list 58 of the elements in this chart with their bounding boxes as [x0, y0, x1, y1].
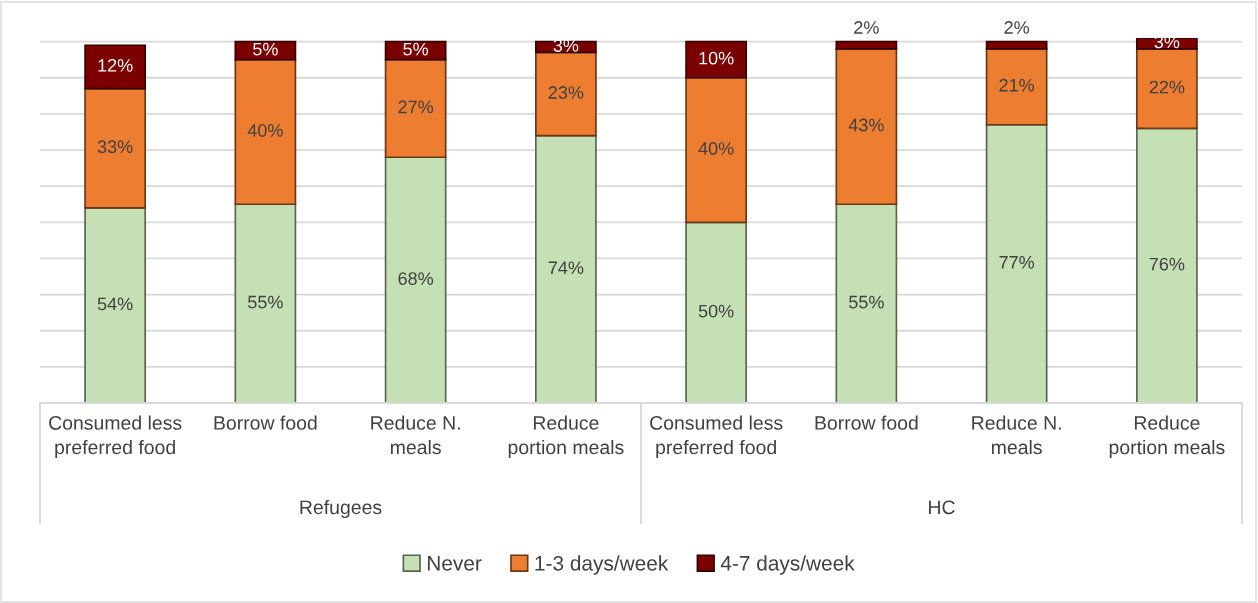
data-label: 27% [398, 100, 434, 114]
bar [835, 203, 898, 403]
data-label: 12% [98, 58, 133, 72]
legend-label: Never [427, 556, 482, 571]
data-label: 10% [699, 51, 734, 65]
bar [384, 58, 447, 159]
bar [84, 207, 147, 403]
legend-label: 1-3 days/week [535, 555, 669, 575]
data-label: 33% [97, 140, 133, 154]
bar [985, 40, 1048, 50]
bar [234, 203, 297, 403]
bar [84, 87, 147, 209]
data-label: 2% [854, 21, 879, 34]
x-tick-label: Consumed less preferred food [49, 415, 182, 459]
data-label: 5% [253, 42, 278, 56]
x-tick-label: Reduce N. meals [371, 415, 460, 455]
data-label: 22% [1149, 80, 1185, 94]
x-tick-label: Reduce portion meals [508, 415, 624, 459]
data-label: 55% [248, 295, 283, 309]
bar [1135, 38, 1198, 50]
bar [384, 156, 447, 403]
data-label: 77% [999, 256, 1035, 269]
data-label: 74% [548, 261, 584, 275]
x-tick-label: Borrow food [815, 415, 918, 430]
bar [234, 58, 297, 206]
bar [1135, 48, 1198, 130]
data-label: 5% [403, 42, 429, 56]
bar [234, 40, 297, 61]
data-label: 68% [398, 272, 434, 285]
bar [985, 123, 1048, 403]
text: HC [929, 500, 955, 515]
bar [534, 134, 597, 403]
bar [685, 40, 748, 79]
x-tick-label: Reduce N. meals [972, 415, 1061, 455]
data-label: 43% [848, 118, 884, 132]
bar [835, 48, 898, 206]
data-label: 23% [548, 86, 584, 99]
text: Refugees [300, 499, 382, 519]
x-tick-label: Reduce portion meals [1109, 415, 1225, 459]
bar [384, 40, 447, 61]
bar [835, 40, 898, 50]
data-label: 40% [698, 142, 734, 155]
bar [985, 48, 1048, 126]
data-label: 76% [1149, 257, 1185, 271]
bar [84, 44, 147, 90]
bar [1135, 127, 1198, 403]
data-label: 40% [247, 124, 283, 137]
bar [685, 221, 748, 403]
x-tick-label: Consumed less preferred food [650, 415, 783, 459]
data-label: 55% [849, 295, 884, 309]
data-label: 50% [698, 304, 734, 318]
x-tick-label: Borrow food [214, 415, 317, 430]
data-label: 54% [97, 297, 133, 311]
data-label: 21% [999, 78, 1035, 92]
bar [685, 76, 748, 224]
legend-label: 4-7 days/week [720, 555, 855, 575]
data-label: 2% [1004, 21, 1030, 34]
bar [534, 51, 597, 137]
